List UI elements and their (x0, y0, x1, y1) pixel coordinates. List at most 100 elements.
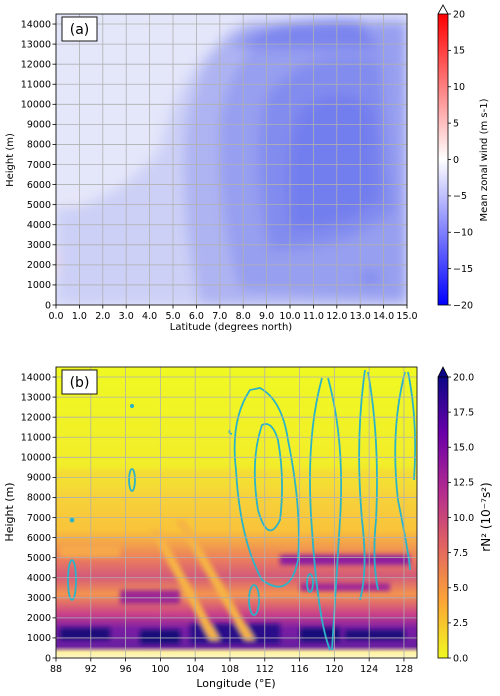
contour-dot-a (69, 517, 75, 523)
panel-a-colorbar-ticks: 20 15 10 5 0 −5 −10 −15 −20 (448, 9, 473, 311)
x-tick-label: 96 (120, 664, 132, 675)
y-tick-label: 5000 (27, 200, 51, 211)
colorbar-tick-label: 12.5 (453, 478, 474, 489)
contour-124-left (358, 369, 366, 601)
y-tick-label: 0 (45, 300, 51, 311)
x-tick-label: 15.0 (396, 311, 417, 322)
x-tick-label: 1.0 (72, 311, 87, 322)
x-tick-label: 9.0 (259, 311, 274, 322)
panel-a-field (56, 18, 407, 305)
x-tick-label: 2.0 (95, 311, 110, 322)
contour-dot-b (129, 403, 135, 409)
colorbar-tick-label: 10.0 (453, 513, 474, 524)
contour-124-right (367, 371, 379, 591)
y-tick-label: 1000 (27, 633, 51, 644)
colorbar-tick-label: −10 (453, 228, 473, 239)
colorbar-tick-label: 20 (453, 9, 465, 20)
y-tick-label: 11000 (21, 433, 51, 444)
y-tick-label: 3000 (27, 593, 51, 604)
contour-128-right (407, 371, 417, 481)
x-tick-label: 124 (360, 664, 378, 675)
contour-inner-112 (253, 423, 283, 532)
y-tick-label: 14000 (21, 372, 51, 383)
y-tick-label: 10000 (21, 100, 51, 111)
contour-small-97 (128, 468, 136, 492)
y-tick-label: 6000 (27, 533, 51, 544)
colorbar-tick-label: 5 (453, 118, 459, 129)
contour-small-112 (248, 584, 260, 616)
panel-a-label: (a) (70, 22, 90, 38)
y-tick-label: 2000 (27, 613, 51, 624)
panel-b-plot: 88 92 96 100 104 108 112 116 120 124 128 0 1000 2000 3… (3, 366, 418, 690)
panel-b-colorbar-label: rN² (10⁻⁷s²) (479, 482, 493, 551)
x-tick-label: 7.0 (212, 311, 227, 322)
y-tick-label: 4000 (27, 220, 51, 231)
x-tick-label: 120 (325, 664, 343, 675)
panel-a-colorbar: 20 15 10 5 0 −5 −10 −15 −20 Mean zonal wind (m s… (437, 4, 490, 311)
colorbar-tick-label: 2.5 (453, 618, 468, 629)
x-tick-label: 11.0 (303, 311, 324, 322)
y-tick-label: 9000 (27, 120, 51, 131)
x-tick-label: 14.0 (373, 311, 394, 322)
colorbar-tick-label: 15 (453, 46, 465, 57)
panel-b-colorbar: 20.0 17.5 15.0 12.5 10.0 7.5 5.0 2.5 0.0 rN² (10… (437, 366, 493, 664)
colorbar-tick-label: 5.0 (453, 583, 468, 594)
y-tick-label: 6000 (27, 180, 51, 191)
y-tick-label: 10000 (21, 453, 51, 464)
x-tick-label: 128 (395, 664, 413, 675)
y-tick-label: 4000 (27, 573, 51, 584)
x-tick-label: 116 (290, 664, 308, 675)
y-tick-label: 8000 (27, 140, 51, 151)
x-tick-label: 88 (50, 664, 62, 675)
panel-a-colorbar-label: Mean zonal wind (m s-1) (479, 98, 490, 221)
y-tick-label: 2000 (27, 260, 51, 271)
x-tick-label: 108 (221, 664, 239, 675)
y-tick-label: 7000 (27, 513, 51, 524)
y-tick-label: 14000 (21, 19, 51, 30)
y-tick-label: 1000 (27, 280, 51, 291)
panel-a-label-box (61, 16, 98, 42)
panel-b-ylabel: Height (m) (3, 482, 16, 541)
x-tick-label: 6.0 (189, 311, 204, 322)
y-tick-label: 8000 (27, 493, 51, 504)
contour-outer-112 (233, 387, 300, 588)
panel-b-grid (55, 367, 417, 659)
panel-a-xlabel: Latitude (degrees north) (170, 322, 292, 333)
x-tick-label: 10.0 (279, 311, 300, 322)
colorbar-tick-label: 10 (453, 82, 465, 93)
panel-a-colorbar-bar (437, 13, 449, 306)
panel-b-xlabel: Longitude (°E) (196, 677, 275, 690)
x-tick-label: 100 (151, 664, 169, 675)
colorbar-tick-label: 20.0 (453, 372, 474, 383)
y-tick-label: 11000 (21, 80, 51, 91)
colorbar-tick-label: 0.0 (453, 653, 468, 664)
colorbar-tick-label: −15 (453, 264, 473, 275)
panel-a-plot: 0.0 1.0 2.0 3.0 4.0 5.0 6.0 7.0 8.0 9.0 10.0 11.0 12… (5, 13, 418, 333)
x-tick-label: 5.0 (165, 311, 180, 322)
panel-b-ticks: 88 92 96 100 104 108 112 116 120 124 128 0 1000 2000 3… (21, 372, 413, 675)
y-tick-label: 13000 (21, 39, 51, 50)
y-tick-label: 13000 (21, 392, 51, 403)
panel-a-colorbar-extend-arrow (437, 4, 449, 15)
colorbar-tick-label: 15.0 (453, 443, 474, 454)
y-tick-label: 9000 (27, 473, 51, 484)
colorbar-tick-label: −5 (453, 191, 467, 202)
y-tick-label: 0 (45, 653, 51, 664)
panel-b-label-box (61, 369, 98, 395)
contour-small-120 (306, 573, 314, 593)
panel-b-colorbar-bar (437, 376, 449, 659)
contour-128-left (394, 371, 411, 571)
colorbar-tick-label: −20 (453, 300, 473, 311)
panel-b-label: (b) (70, 375, 90, 391)
x-tick-label: 3.0 (119, 311, 134, 322)
y-tick-label: 12000 (21, 412, 51, 423)
x-tick-label: 104 (186, 664, 204, 675)
panel-b-colorbar-extend-arrow (437, 366, 449, 378)
x-tick-label: 112 (256, 664, 274, 675)
panel-a-ylabel: Height (m) (5, 133, 16, 187)
panel-a-ticks: 0.0 1.0 2.0 3.0 4.0 5.0 6.0 7.0 8.0 9.0 10.0 11.0 12… (21, 19, 418, 322)
y-tick-label: 5000 (27, 553, 51, 564)
y-tick-label: 3000 (27, 240, 51, 251)
x-tick-label: 0.0 (48, 311, 63, 322)
